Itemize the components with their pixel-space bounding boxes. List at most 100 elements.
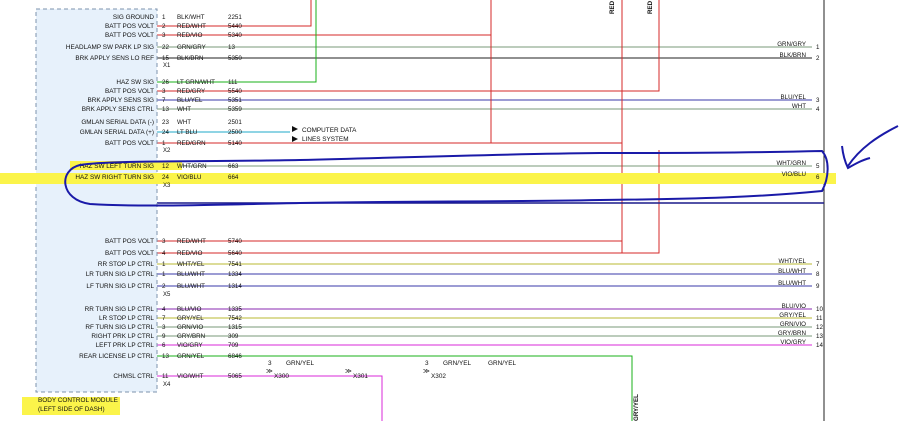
signal-label: BATT POS VOLT [105, 238, 154, 245]
right-pin-number: 9 [816, 283, 820, 290]
pin-number: 26 [162, 79, 169, 86]
pin-number: 7 [162, 315, 166, 322]
right-wire-color: WHT [792, 103, 806, 110]
right-pin-number: 7 [816, 261, 820, 268]
splice-color: GRN/YEL [488, 360, 517, 367]
wire-color: BLK/WHT [177, 14, 205, 21]
highlight-band-right-turn [0, 173, 836, 184]
wire-color: BLU/YEL [177, 97, 203, 104]
connector-label: X5 [163, 292, 171, 298]
wire-line [157, 0, 492, 92]
signal-label: BATT POS VOLT [105, 140, 154, 147]
pin-number: 22 [162, 44, 169, 51]
wire-line [157, 0, 312, 27]
pin-number: 6 [162, 342, 166, 349]
wire-color: LT BLU [177, 129, 197, 136]
circuit-number: 5359 [228, 106, 242, 113]
circuit-number: 5065 [228, 373, 242, 380]
pin-number: 1 [162, 271, 166, 278]
connector-label: X3 [163, 183, 171, 189]
vertical-label-red-right: RED [647, 0, 654, 14]
wire-color: RED/VIO [177, 250, 203, 257]
arrow-icon [292, 136, 298, 142]
circuit-number: 13 [228, 44, 235, 51]
splice-color: GRN/YEL [443, 360, 472, 367]
pin-number: 24 [162, 174, 169, 181]
row-labels: SIG GROUND 1 BLK/WHT 2251 BATT POS VOLT 2 RED/… [66, 14, 824, 380]
hand-drawn-arrow [841, 125, 899, 170]
circuit-number: 111 [228, 79, 238, 86]
wire-line [157, 0, 623, 144]
splice-label: X300 [274, 373, 289, 380]
wire-line [157, 150, 623, 242]
circuit-number: 5140 [228, 140, 242, 147]
right-wire-color: VIO/GRY [780, 339, 806, 346]
pin-number: 12 [162, 163, 169, 170]
right-wire-color: BLK/BRN [780, 52, 806, 59]
splice-pin: 3 [425, 360, 429, 367]
circuit-number: 309 [228, 333, 239, 340]
wire-line [157, 0, 317, 83]
body-control-module-box[interactable] [35, 8, 158, 393]
wire-color: RED/VIO [177, 32, 203, 39]
signal-label: BATT POS VOLT [105, 250, 154, 257]
signal-label: SIG GROUND [113, 14, 155, 21]
wire-color: VIO/GRY [177, 342, 203, 349]
signal-label: BRK APPLY SENS SIG [87, 97, 154, 104]
signal-label: RR STOP LP CTRL [98, 261, 155, 268]
circuit-number: 5340 [228, 32, 242, 39]
wire-color: RED/WHT [177, 238, 206, 245]
circuit-number: 1315 [228, 324, 242, 331]
connector-label: X2 [163, 148, 171, 154]
wire-color: GRN/VIO [177, 324, 203, 331]
pin-number: 1 [162, 261, 166, 268]
signal-label: HEADLAMP SW PARK LP SIG [66, 44, 154, 51]
circuit-number: 7541 [228, 261, 242, 268]
hand-drawn-circle [64, 149, 829, 207]
right-pin-number: 10 [816, 306, 823, 313]
right-wire-color: BLU/VIO [782, 303, 807, 310]
signal-label: CHMSL CTRL [113, 373, 154, 380]
pin-number: 15 [162, 55, 169, 62]
pin-number: 7 [162, 97, 166, 104]
highlight-band-left-turn [70, 161, 182, 170]
right-wire-color: GRN/GRY [777, 41, 806, 48]
circuit-number: 2251 [228, 14, 242, 21]
circuit-number: 709 [228, 342, 239, 349]
right-wire-color: BLU/YEL [781, 94, 807, 101]
signal-label: GMLAN SERIAL DATA (+) [80, 129, 154, 136]
circuit-number: 6846 [228, 353, 242, 360]
pin-number: 11 [162, 373, 169, 380]
circuit-number: 7542 [228, 315, 242, 322]
splice-symbol: ≫ [423, 368, 430, 375]
pin-number: 2 [162, 23, 166, 30]
signal-label: GMLAN SERIAL DATA (-) [81, 119, 154, 126]
module-location: (LEFT SIDE OF DASH) [38, 406, 105, 413]
wire-line [157, 355, 633, 421]
signal-label: BATT POS VOLT [105, 88, 154, 95]
circuit-number: 663 [228, 163, 239, 170]
pin-number: 13 [162, 106, 169, 113]
wire-line [157, 150, 660, 254]
arrow-icon [292, 126, 298, 132]
wire-color: GRY/YEL [177, 315, 204, 322]
signal-label: HAZ SW SIG [116, 79, 154, 86]
wire-line [157, 0, 492, 144]
pin-number: 23 [162, 119, 169, 126]
signal-label: RIGHT PRK LP CTRL [91, 333, 154, 340]
wire-color: GRN/YEL [177, 353, 205, 360]
right-wire-color: BLU/WHT [778, 268, 806, 275]
signal-label: HAZ SW RIGHT TURN SIG [75, 174, 154, 181]
wire-line [157, 0, 317, 83]
pin-number: 4 [162, 250, 166, 257]
circuit-number: 5640 [228, 250, 242, 257]
pin-number: 13 [162, 353, 169, 360]
circuit-number: 664 [228, 174, 239, 181]
highlight-bands [0, 161, 836, 184]
splice-symbol: ≫ [266, 368, 273, 375]
pin-number: 3 [162, 88, 166, 95]
pin-number: 9 [162, 333, 166, 340]
right-wire-color: GRN/VIO [780, 321, 806, 328]
wire-color: LT GRN/WHT [177, 79, 215, 86]
